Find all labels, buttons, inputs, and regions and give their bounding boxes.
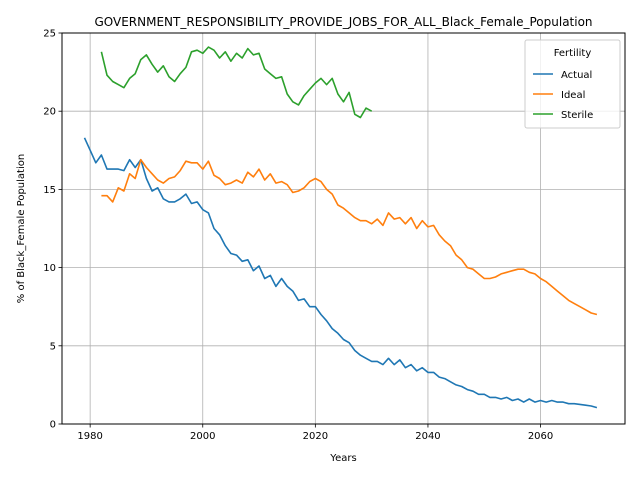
y-tick-label: 10 [43, 263, 56, 274]
legend-box [524, 39, 621, 129]
legend: Fertility Actual Ideal Sterile [524, 39, 621, 129]
legend-label-ideal: Ideal [561, 90, 585, 101]
axes-frame [61, 32, 626, 425]
series-line-actual [83, 137, 598, 409]
x-tick-label: 2000 [190, 431, 215, 442]
series-line-sterile [100, 46, 373, 119]
x-tick-label: 2020 [303, 431, 328, 442]
legend-label-sterile: Sterile [561, 110, 593, 121]
y-axis-ticks: 0 5 10 15 20 25 [43, 29, 62, 431]
series-lines [83, 46, 598, 409]
x-tick-label: 1980 [77, 431, 102, 442]
x-axis-ticks: 1980 2000 2020 2040 2060 [77, 424, 553, 442]
y-tick-label: 25 [43, 29, 56, 40]
y-tick-label: 5 [50, 341, 56, 352]
x-tick-label: 2060 [528, 431, 553, 442]
y-tick-label: 15 [43, 185, 56, 196]
y-axis-label: % of Black_Female Population [16, 154, 27, 303]
x-tick-label: 2040 [415, 431, 440, 442]
series-line-ideal [101, 158, 598, 316]
chart-title: GOVERNMENT_RESPONSIBILITY_PROVIDE_JOBS_F… [94, 15, 592, 29]
y-tick-label: 0 [50, 420, 56, 431]
legend-label-actual: Actual [561, 70, 592, 81]
legend-title: Fertility [554, 48, 592, 59]
y-tick-label: 20 [43, 107, 56, 118]
x-axis-label: Years [329, 453, 356, 464]
